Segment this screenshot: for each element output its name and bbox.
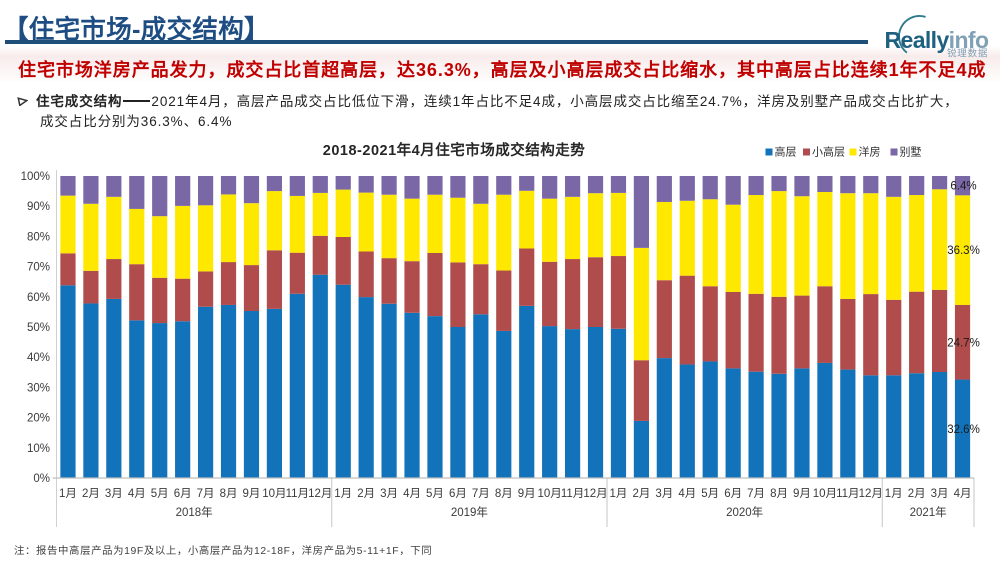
- svg-text:5月: 5月: [151, 488, 169, 500]
- svg-text:12月: 12月: [859, 488, 883, 500]
- svg-text:30%: 30%: [27, 382, 50, 394]
- svg-text:2021年: 2021年: [910, 505, 947, 519]
- svg-text:高层: 高层: [775, 145, 797, 159]
- svg-text:2月: 2月: [908, 488, 926, 500]
- svg-text:3月: 3月: [380, 488, 398, 500]
- svg-text:3月: 3月: [105, 488, 123, 500]
- svg-text:7月: 7月: [197, 488, 215, 500]
- svg-text:6.4%: 6.4%: [950, 181, 976, 193]
- svg-text:1月: 1月: [59, 488, 77, 500]
- svg-text:70%: 70%: [27, 262, 50, 274]
- svg-text:10月: 10月: [538, 488, 562, 500]
- svg-text:别墅: 别墅: [900, 146, 922, 159]
- svg-text:11月: 11月: [836, 488, 859, 500]
- svg-text:4月: 4月: [954, 488, 972, 500]
- svg-text:3月: 3月: [655, 488, 673, 500]
- svg-text:锐理数据: 锐理数据: [947, 48, 988, 60]
- svg-text:24.7%: 24.7%: [947, 337, 980, 349]
- svg-text:12月: 12月: [308, 488, 332, 500]
- svg-text:9月: 9月: [518, 488, 536, 500]
- svg-text:3月: 3月: [931, 488, 949, 500]
- svg-text:80%: 80%: [27, 231, 50, 243]
- svg-text:8月: 8月: [220, 488, 238, 500]
- svg-text:4月: 4月: [128, 488, 146, 500]
- svg-text:11月: 11月: [561, 488, 584, 500]
- svg-text:2月: 2月: [82, 488, 100, 500]
- svg-text:小高层: 小高层: [812, 145, 845, 159]
- svg-text:20%: 20%: [27, 413, 50, 425]
- svg-text:1月: 1月: [334, 488, 352, 500]
- svg-text:32.6%: 32.6%: [947, 424, 980, 436]
- svg-text:5月: 5月: [701, 488, 719, 500]
- svg-text:7月: 7月: [747, 488, 765, 500]
- svg-text:2月: 2月: [632, 488, 650, 500]
- svg-text:9月: 9月: [243, 488, 261, 500]
- svg-text:100%: 100%: [21, 171, 50, 183]
- svg-text:10%: 10%: [27, 443, 50, 455]
- svg-text:2月: 2月: [357, 488, 375, 500]
- svg-text:6月: 6月: [174, 488, 192, 500]
- svg-text:12月: 12月: [583, 488, 607, 500]
- svg-text:7月: 7月: [472, 488, 490, 500]
- svg-text:2018-2021年4月住宅市场成交结构走势: 2018-2021年4月住宅市场成交结构走势: [323, 141, 585, 159]
- svg-text:11月: 11月: [286, 488, 309, 500]
- svg-text:8月: 8月: [770, 488, 788, 500]
- svg-text:2018年: 2018年: [176, 505, 213, 519]
- svg-text:10月: 10月: [262, 488, 286, 500]
- svg-text:60%: 60%: [27, 292, 50, 304]
- svg-text:5月: 5月: [426, 488, 444, 500]
- svg-text:1月: 1月: [885, 488, 903, 500]
- svg-text:2019年: 2019年: [451, 505, 488, 519]
- svg-text:1月: 1月: [610, 488, 628, 500]
- svg-text:6月: 6月: [449, 488, 467, 500]
- svg-text:0%: 0%: [33, 473, 50, 485]
- svg-text:90%: 90%: [27, 201, 50, 213]
- svg-text:6月: 6月: [724, 488, 742, 500]
- svg-text:40%: 40%: [27, 352, 50, 364]
- svg-text:9月: 9月: [793, 488, 811, 500]
- svg-text:8月: 8月: [495, 488, 513, 500]
- svg-text:Reallyinfo: Reallyinfo: [885, 27, 989, 53]
- svg-text:36.3%: 36.3%: [947, 245, 980, 257]
- svg-text:4月: 4月: [403, 488, 421, 500]
- svg-text:50%: 50%: [27, 322, 50, 334]
- svg-text:4月: 4月: [678, 488, 696, 500]
- svg-text:2020年: 2020年: [726, 505, 763, 519]
- svg-text:10月: 10月: [813, 488, 837, 500]
- svg-text:洋房: 洋房: [859, 145, 881, 159]
